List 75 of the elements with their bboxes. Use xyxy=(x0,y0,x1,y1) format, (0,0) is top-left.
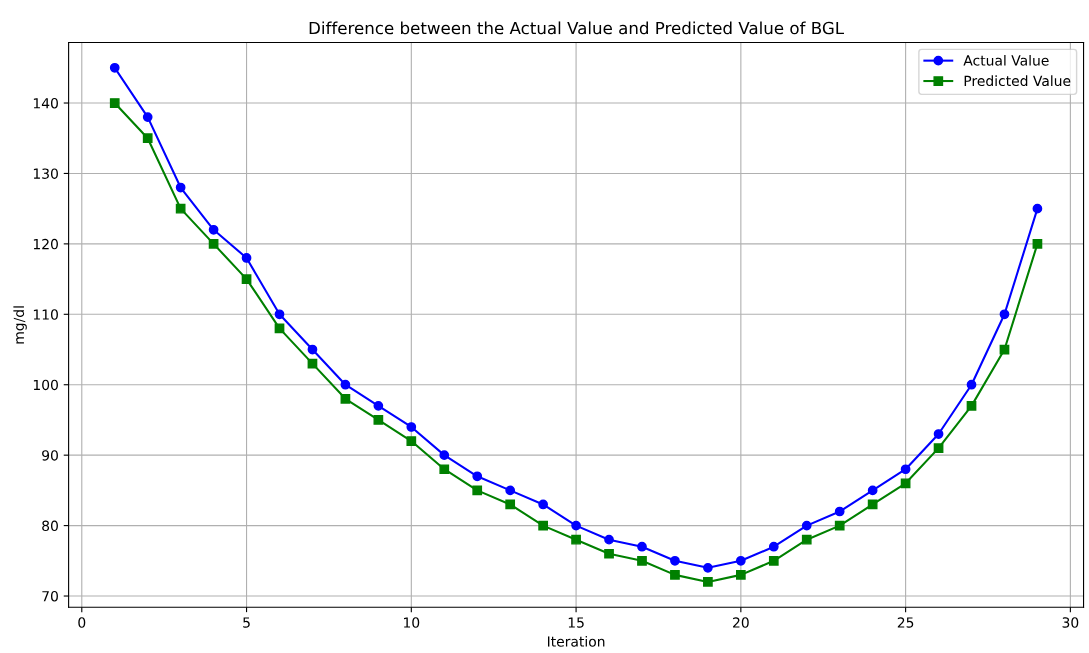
point xyxy=(571,534,581,545)
point xyxy=(472,485,483,496)
x-tick-label: 15 xyxy=(568,617,584,628)
point xyxy=(241,253,252,263)
point xyxy=(1032,203,1043,214)
point xyxy=(373,400,384,411)
point xyxy=(637,541,647,552)
point xyxy=(703,562,713,573)
point xyxy=(109,62,120,73)
point xyxy=(340,379,351,390)
point xyxy=(670,570,680,580)
point xyxy=(274,309,285,320)
point xyxy=(768,555,779,566)
point xyxy=(801,534,812,545)
point xyxy=(834,520,845,531)
point xyxy=(999,309,1010,320)
point xyxy=(703,577,713,587)
chart-title: Difference between the Actual Value and Predicted Value of BGL xyxy=(309,21,844,35)
point xyxy=(867,485,878,496)
point xyxy=(505,499,516,510)
point xyxy=(604,548,614,559)
point xyxy=(340,393,351,404)
point xyxy=(735,555,746,566)
point xyxy=(505,485,516,496)
point xyxy=(142,133,153,144)
point xyxy=(142,112,153,122)
point xyxy=(571,520,581,531)
x-tick-label: 5 xyxy=(243,617,250,628)
point xyxy=(439,450,450,461)
point xyxy=(834,506,845,517)
point xyxy=(175,182,186,193)
point xyxy=(670,555,680,566)
x-tick-label: 20 xyxy=(733,617,749,628)
x-axis-title: Iteration xyxy=(547,636,605,647)
y-tick-label: 110 xyxy=(33,309,58,320)
x-tick-label: 0 xyxy=(78,617,86,628)
point xyxy=(109,98,120,108)
y-axis-title: mg/dl xyxy=(13,306,27,344)
point xyxy=(406,436,417,446)
point xyxy=(472,471,483,482)
x-tick-label: 10 xyxy=(404,617,420,628)
point xyxy=(307,344,318,355)
point xyxy=(175,203,186,214)
y-tick-label: 140 xyxy=(33,97,58,109)
legend-label: Actual Value xyxy=(963,54,1049,66)
point xyxy=(604,534,614,545)
point xyxy=(867,499,878,510)
y-tick-label: 80 xyxy=(42,520,58,532)
point xyxy=(208,239,219,249)
point xyxy=(208,224,219,235)
point xyxy=(1032,239,1043,249)
point xyxy=(768,541,779,552)
point xyxy=(439,464,450,475)
y-tick-label: 90 xyxy=(42,450,58,461)
point xyxy=(966,400,977,411)
point xyxy=(373,415,384,425)
point xyxy=(735,570,746,580)
legend-label: Predicted Value xyxy=(964,75,1071,87)
point xyxy=(900,478,911,489)
point xyxy=(241,274,252,284)
y-tick-label: 130 xyxy=(33,168,58,179)
point xyxy=(801,520,812,531)
point xyxy=(966,379,977,390)
y-tick-label: 70 xyxy=(42,590,58,602)
point xyxy=(538,499,548,510)
point xyxy=(933,429,944,439)
point xyxy=(538,520,548,531)
point xyxy=(933,443,944,453)
point xyxy=(406,422,417,432)
x-tick-label: 25 xyxy=(897,617,914,628)
y-tick-label: 100 xyxy=(33,379,58,391)
x-tick-label: 30 xyxy=(1062,617,1079,628)
point xyxy=(637,555,647,566)
y-tick-label: 120 xyxy=(33,238,58,250)
point xyxy=(900,464,911,475)
